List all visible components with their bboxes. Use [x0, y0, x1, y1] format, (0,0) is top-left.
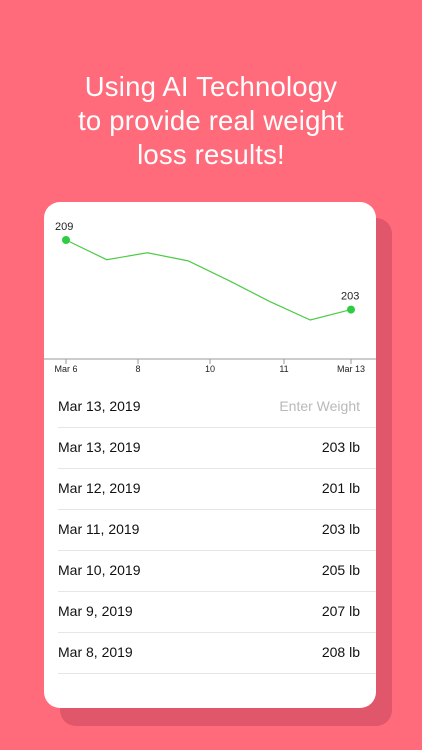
- entry-weight: 208 lb: [321, 644, 360, 660]
- entry-row[interactable]: Mar 8, 2019 208 lb: [58, 633, 376, 674]
- x-tick-label: Mar 6: [54, 364, 77, 374]
- entry-weight: 203 lb: [321, 521, 360, 537]
- entry-date: Mar 9, 2019: [58, 603, 133, 619]
- weight-chart: Mar 6 8 10 11 Mar 13 209 203: [44, 202, 376, 378]
- weight-card: Mar 6 8 10 11 Mar 13 209 203 Mar 13, 2019 Ente…: [44, 202, 376, 708]
- x-tick-label: 10: [205, 364, 215, 374]
- x-tick-label: 11: [279, 364, 288, 374]
- entry-date: Mar 10, 2019: [58, 562, 141, 578]
- entry-date: Mar 13, 2019: [58, 439, 141, 455]
- weight-series-line: [65, 239, 352, 321]
- entry-row[interactable]: Mar 9, 2019 207 lb: [58, 592, 376, 633]
- entry-weight: 205 lb: [321, 562, 360, 578]
- entry-date: Mar 13, 2019: [58, 398, 141, 414]
- entry-row[interactable]: Mar 13, 2019 203 lb: [58, 428, 376, 469]
- enter-weight-field[interactable]: Enter Weight: [279, 398, 360, 414]
- entry-row[interactable]: Mar 11, 2019 203 lb: [58, 510, 376, 551]
- entry-row[interactable]: Mar 10, 2019 205 lb: [58, 551, 376, 592]
- weight-chart-svg: Mar 6 8 10 11 Mar 13 209 203: [44, 221, 376, 374]
- entry-weight: 203 lb: [321, 439, 360, 455]
- entry-row[interactable]: Mar 12, 2019 201 lb: [58, 469, 376, 510]
- entry-weight: 207 lb: [321, 603, 360, 619]
- end-point-label: 203: [341, 291, 359, 303]
- entry-date: Mar 12, 2019: [58, 480, 141, 496]
- x-tick-label: Mar 13: [337, 364, 365, 374]
- start-point-label: 209: [55, 221, 73, 233]
- start-point: [62, 236, 70, 244]
- entry-row-input[interactable]: Mar 13, 2019 Enter Weight: [58, 387, 376, 428]
- entry-weight: 201 lb: [321, 480, 360, 496]
- headline: Using AI Technology to provide real weig…: [0, 70, 422, 172]
- headline-line-3: loss results!: [137, 139, 285, 170]
- end-point: [347, 305, 355, 314]
- entry-date: Mar 11, 2019: [58, 521, 140, 537]
- x-tick-label: 8: [135, 364, 140, 374]
- headline-line-2: to provide real weight: [78, 105, 344, 136]
- entry-date: Mar 8, 2019: [58, 644, 133, 660]
- headline-line-1: Using AI Technology: [84, 71, 338, 102]
